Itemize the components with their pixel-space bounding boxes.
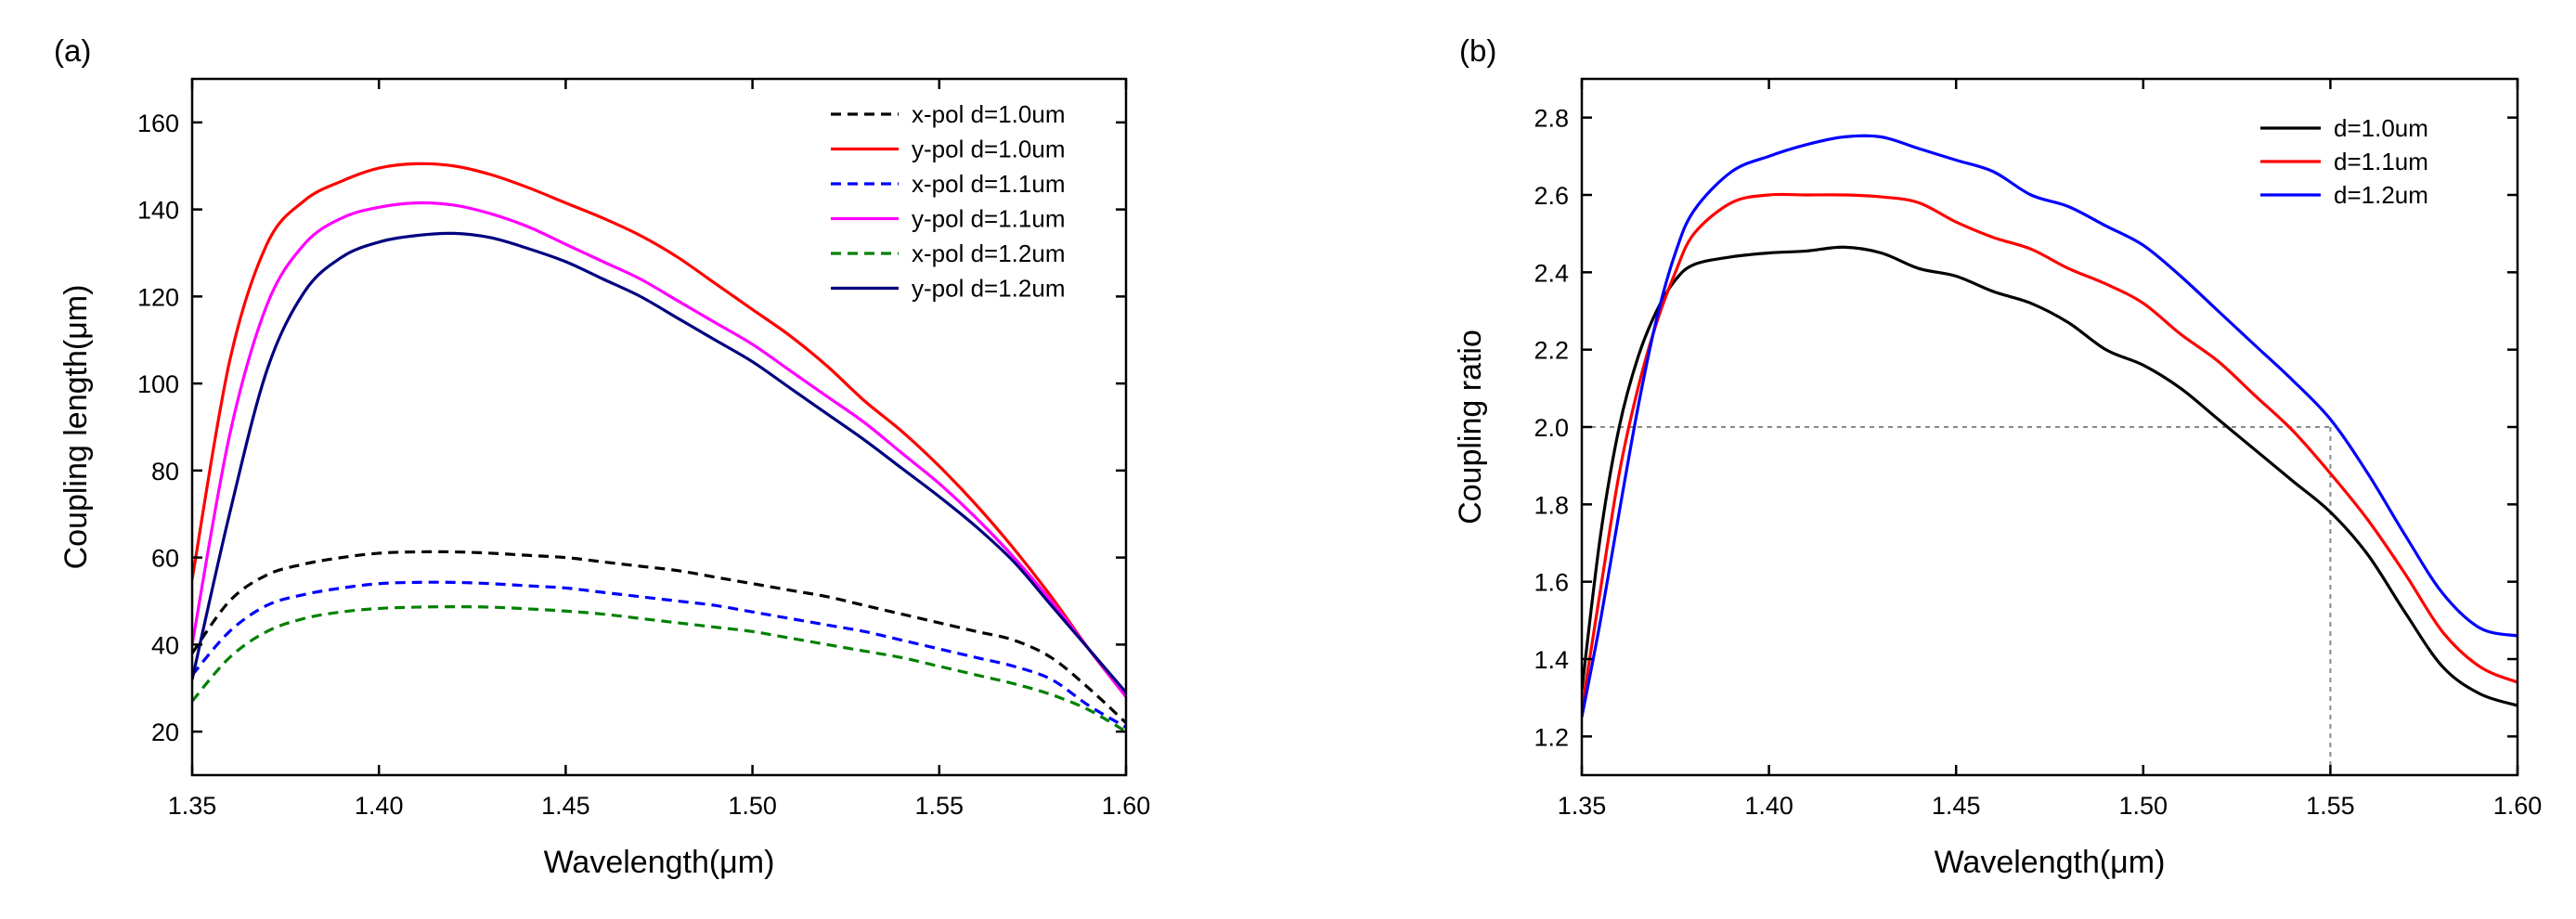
series-line-5 <box>192 231 1126 693</box>
legend-label-2: x-pol d=1.1um <box>912 170 1065 198</box>
x-tick-label: 1.40 <box>1744 792 1793 820</box>
legend-label-2: d=1.2um <box>2334 181 2428 209</box>
x-tick-label: 1.35 <box>168 792 217 820</box>
legend-label-0: x-pol d=1.0um <box>912 100 1065 128</box>
x-tick-label: 1.35 <box>1558 792 1607 820</box>
y-tick-label: 20 <box>151 718 179 746</box>
y-tick-label: 40 <box>151 631 179 659</box>
x-tick-label: 1.60 <box>2493 792 2543 820</box>
panel-b: (b) 1.35 1.40 1.45 1.50 1.55 1.60 1.2 1.4 1.6 1.8… <box>1453 33 2542 880</box>
x-tick-label: 1.45 <box>541 792 590 820</box>
y-tick-label: 1.2 <box>1534 723 1569 751</box>
series-line-1 <box>1582 192 2518 710</box>
series-line-2 <box>192 580 1126 729</box>
legend-label-0: d=1.0um <box>2334 114 2428 142</box>
series-line-1 <box>192 162 1126 698</box>
y-tick-label: 140 <box>137 197 179 225</box>
x-tick-label: 1.45 <box>1932 792 1981 820</box>
y-tick-label: 160 <box>137 110 179 137</box>
y-tick-label: 2.2 <box>1534 337 1569 365</box>
y-tick-label: 1.4 <box>1534 646 1569 674</box>
panel-a: (a) 1.35 1.40 1.45 1.50 1.55 1.60 20 40 60 80 100 1… <box>54 33 1150 880</box>
legend: d=1.0um d=1.1um d=1.2um <box>2260 114 2428 209</box>
y-tick-label: 80 <box>151 458 179 485</box>
y-axis-title: Coupling length(μm) <box>58 285 94 570</box>
x-tick-label: 1.55 <box>915 792 964 820</box>
y-tick-label: 2.4 <box>1534 259 1569 287</box>
series-line-0 <box>1582 245 2518 707</box>
panel-label: (a) <box>54 33 91 68</box>
x-tick-label: 1.50 <box>2119 792 2168 820</box>
y-tick-label: 120 <box>137 283 179 311</box>
y-tick-label: 2.8 <box>1534 105 1569 133</box>
legend: x-pol d=1.0um y-pol d=1.0um x-pol d=1.1um y… <box>831 100 1065 303</box>
plot-frame <box>190 77 1128 777</box>
x-axis-title: Wavelength(μm) <box>1935 845 2166 880</box>
y-tick-label: 2.6 <box>1534 182 1569 210</box>
series-line-4 <box>192 604 1126 733</box>
series-line-3 <box>192 201 1126 698</box>
x-axis-title: Wavelength(μm) <box>544 845 775 880</box>
panel-label: (b) <box>1459 33 1496 68</box>
x-tick-label: 1.50 <box>728 792 777 820</box>
y-tick-label: 2.0 <box>1534 414 1569 442</box>
series-line-2 <box>1582 134 2518 718</box>
x-tick-label: 1.60 <box>1102 792 1151 820</box>
legend-label-5: y-pol d=1.2um <box>912 275 1065 303</box>
y-tick-label: 1.8 <box>1534 491 1569 519</box>
y-tick-label: 100 <box>137 370 179 398</box>
legend-label-3: y-pol d=1.1um <box>912 205 1065 233</box>
y-tick-label: 60 <box>151 545 179 573</box>
y-axis-title: Coupling ratio <box>1453 330 1488 524</box>
y-tick-label: 1.6 <box>1534 569 1569 597</box>
x-tick-label: 1.55 <box>2306 792 2355 820</box>
x-tick-label: 1.40 <box>355 792 404 820</box>
legend-label-4: x-pol d=1.2um <box>912 239 1065 267</box>
series-line-0 <box>192 550 1126 724</box>
legend-label-1: d=1.1um <box>2334 148 2428 175</box>
legend-label-1: y-pol d=1.0um <box>912 136 1065 163</box>
